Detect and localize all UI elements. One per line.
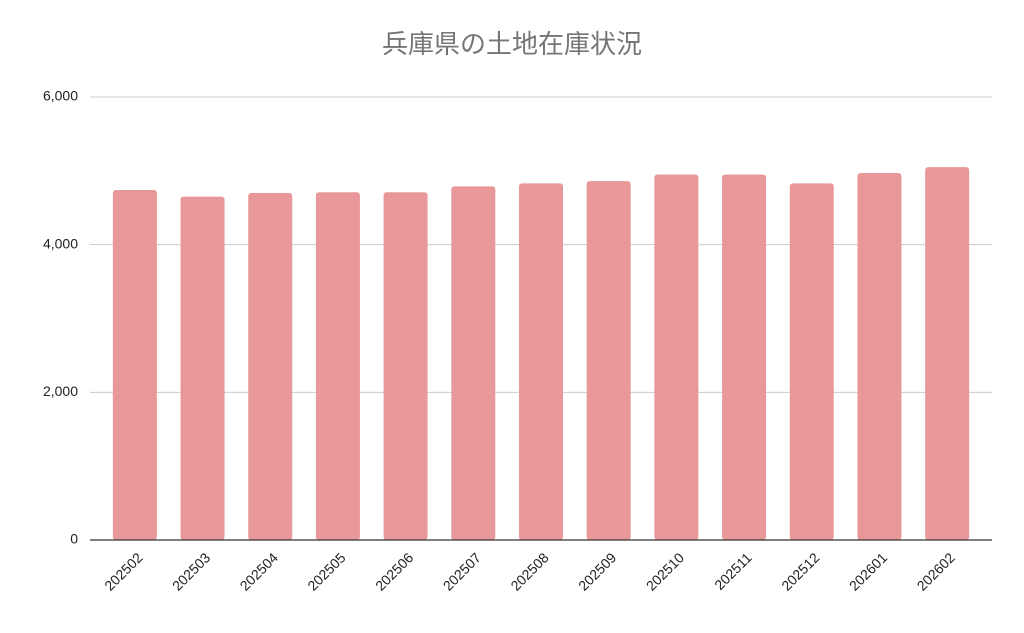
- bar: [586, 181, 631, 541]
- y-tick-label: 2,000: [43, 383, 78, 399]
- y-tick-label: 6,000: [43, 88, 78, 104]
- bar: [925, 167, 970, 540]
- bar: [722, 174, 767, 540]
- bar: [315, 192, 360, 540]
- bar: [451, 186, 496, 541]
- bar: [519, 183, 563, 540]
- bar: [248, 192, 293, 540]
- bar: [857, 173, 902, 540]
- bar: [180, 196, 225, 541]
- bar: [789, 183, 834, 540]
- bar: [654, 174, 699, 540]
- chart-title: 兵庫県の土地在庫状況: [382, 29, 642, 59]
- y-tick-label: 4,000: [43, 235, 78, 251]
- bar: [112, 190, 157, 540]
- y-tick-label: 0: [70, 531, 78, 547]
- bar: [383, 192, 428, 540]
